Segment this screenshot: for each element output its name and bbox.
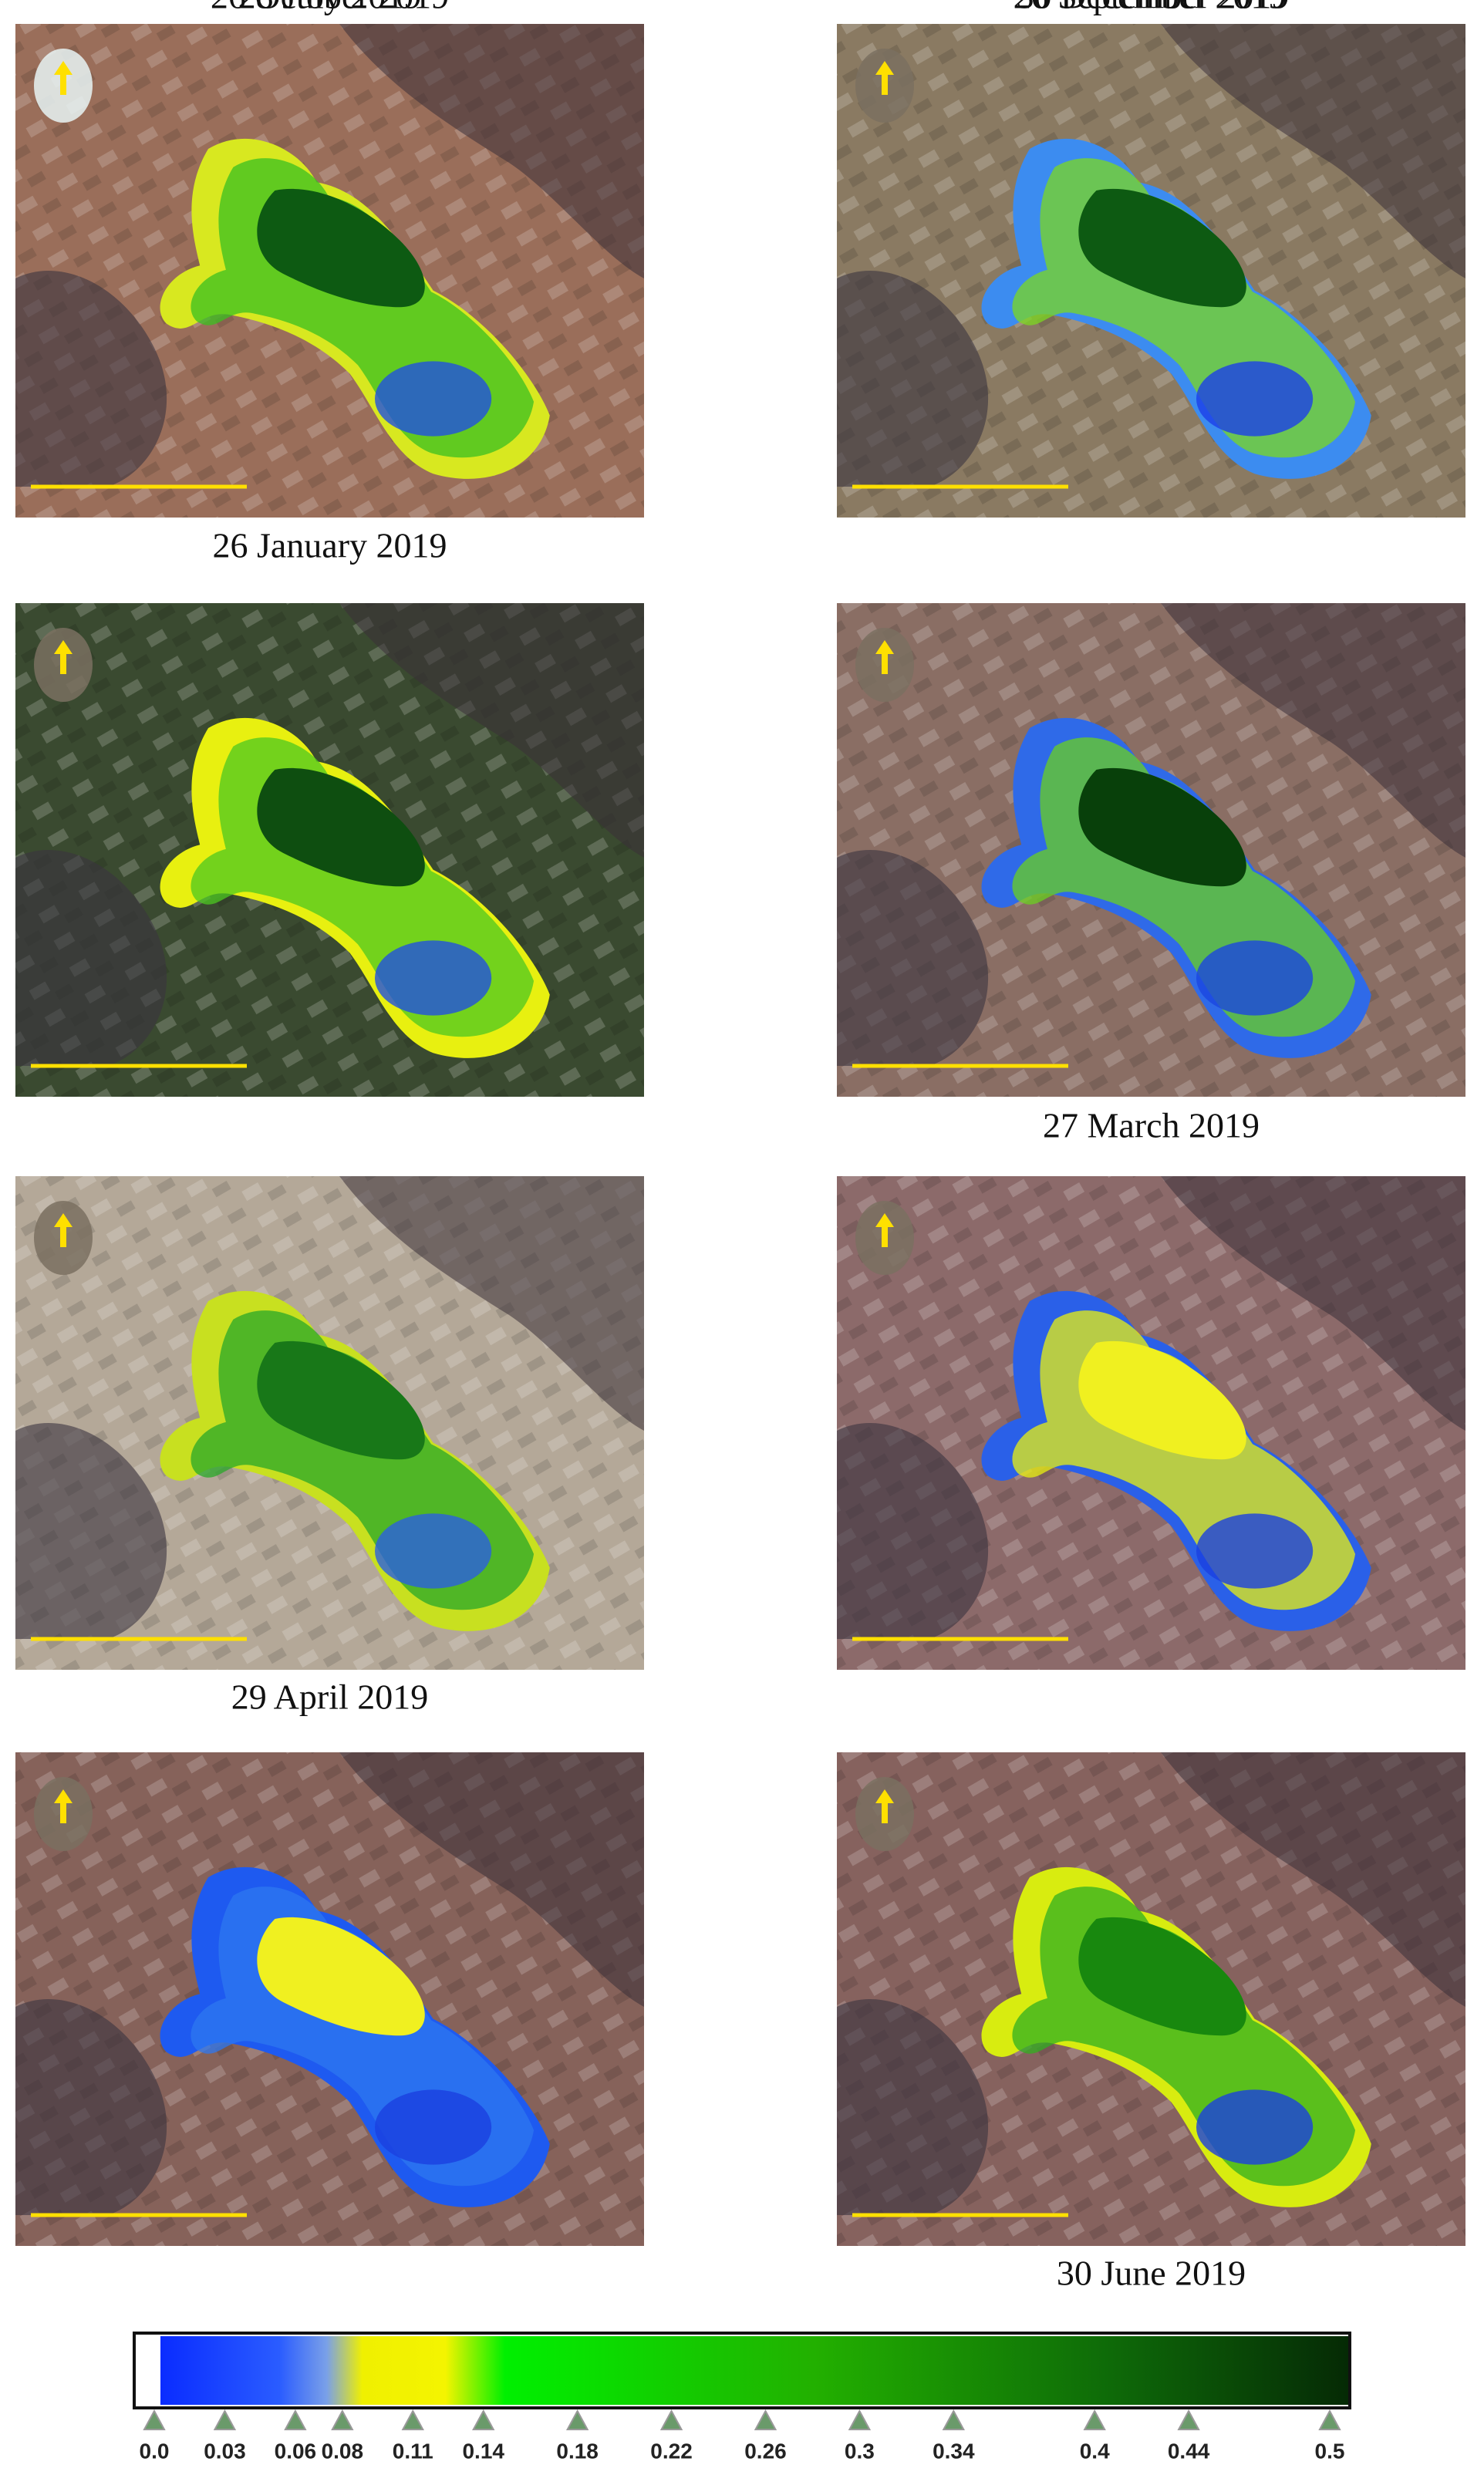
satellite-panel	[15, 1176, 644, 1670]
lake-blue	[375, 361, 492, 437]
tick-label: 0.18	[556, 2439, 599, 2463]
lake-blue	[1196, 940, 1314, 1016]
tick-marker	[331, 2409, 354, 2430]
mountain-ridge	[1161, 24, 1465, 278]
satellite-panel	[15, 24, 644, 518]
colorbar: 0.0 0.03 0.06 0.08 0.11 0.14 0.18 0.22 0.26 0.3 0.…	[133, 2332, 1351, 2463]
lake-blue	[1196, 2089, 1314, 2165]
mountain-left	[15, 1423, 167, 1639]
tick-marker	[143, 2409, 166, 2430]
panel-caption: 26 October 2019	[211, 0, 449, 16]
panel-caption: 28 July 2019	[238, 0, 422, 16]
mountain-ridge	[339, 1176, 644, 1431]
north-arrow	[875, 1213, 894, 1247]
mountain-ridge	[1161, 603, 1465, 858]
mountain-ridge	[339, 603, 644, 858]
lake	[981, 1866, 1371, 2207]
tick-marker	[401, 2409, 424, 2430]
lake	[981, 717, 1371, 1058]
panel-caption: 30 June 2019	[1057, 2254, 1246, 2293]
satellite-panel	[837, 1176, 1465, 1670]
mountain-left	[837, 1423, 989, 1639]
lake-blue	[375, 940, 492, 1016]
tick-label: 0.22	[650, 2439, 693, 2463]
tick-marker	[1083, 2409, 1106, 2430]
tick-marker	[942, 2409, 965, 2430]
lake	[981, 1290, 1371, 1631]
satellite-panel	[15, 1752, 644, 2246]
north-arrow	[875, 61, 894, 95]
mountain-left	[837, 1999, 989, 2215]
tick-label: 0.44	[1168, 2439, 1210, 2463]
mountain-left	[837, 850, 989, 1066]
north-arrow	[54, 61, 73, 95]
tick-marker	[565, 2409, 589, 2430]
tick-label: 0.0	[140, 2439, 170, 2463]
tick-label: 0.26	[744, 2439, 787, 2463]
tick-label: 0.4	[1080, 2439, 1110, 2463]
lake	[160, 717, 550, 1058]
tick-label: 0.08	[322, 2439, 364, 2463]
mountain-ridge	[339, 1752, 644, 2007]
tick-marker	[284, 2409, 307, 2430]
tick-label: 0.14	[462, 2439, 504, 2463]
panel-caption: 26 January 2019	[212, 526, 447, 565]
satellite-panel	[837, 1752, 1465, 2246]
north-arrow	[875, 640, 894, 674]
satellite-panel	[837, 603, 1465, 1097]
mountain-ridge	[1161, 1752, 1465, 2007]
colorbar-gradient	[160, 2336, 1348, 2405]
tick-marker	[848, 2409, 872, 2430]
north-arrow	[54, 640, 73, 674]
mountain-left	[15, 850, 167, 1066]
lake	[981, 138, 1371, 479]
tick-marker	[1177, 2409, 1200, 2430]
panel-caption: 27 March 2019	[1043, 1106, 1260, 1145]
lake-blue	[1196, 1513, 1314, 1589]
tick-marker	[754, 2409, 777, 2430]
mountain-ridge	[339, 24, 644, 278]
tick-marker	[472, 2409, 495, 2430]
mountain-left	[837, 271, 989, 487]
tick-label: 0.34	[933, 2439, 975, 2463]
north-arrow	[54, 1789, 73, 1823]
tick-marker	[213, 2409, 237, 2430]
tick-marker	[659, 2409, 683, 2430]
panel-caption: 30 December 2019	[1017, 0, 1287, 16]
north-arrow	[875, 1789, 894, 1823]
mountain-left	[15, 1999, 167, 2215]
lake-blue	[1196, 361, 1314, 437]
lake	[160, 1866, 550, 2207]
tick-label: 0.3	[845, 2439, 875, 2463]
lake-blue	[375, 2089, 492, 2165]
tick-marker	[1318, 2409, 1341, 2430]
north-arrow	[54, 1213, 73, 1247]
lake	[160, 1290, 550, 1631]
panels	[15, 24, 1465, 2246]
tick-label: 0.5	[1315, 2439, 1345, 2463]
tick-label: 0.11	[393, 2439, 433, 2463]
mountain-left	[15, 271, 167, 487]
lake-blue	[375, 1513, 492, 1589]
tick-label: 0.03	[204, 2439, 246, 2463]
satellite-panel	[15, 603, 644, 1097]
mountain-ridge	[1161, 1176, 1465, 1431]
satellite-panel	[837, 24, 1465, 518]
tick-label: 0.06	[275, 2439, 317, 2463]
panel-caption: 26 September 2019	[1014, 0, 1290, 16]
lake	[160, 138, 550, 479]
panel-caption: 29 April 2019	[231, 1678, 429, 1717]
